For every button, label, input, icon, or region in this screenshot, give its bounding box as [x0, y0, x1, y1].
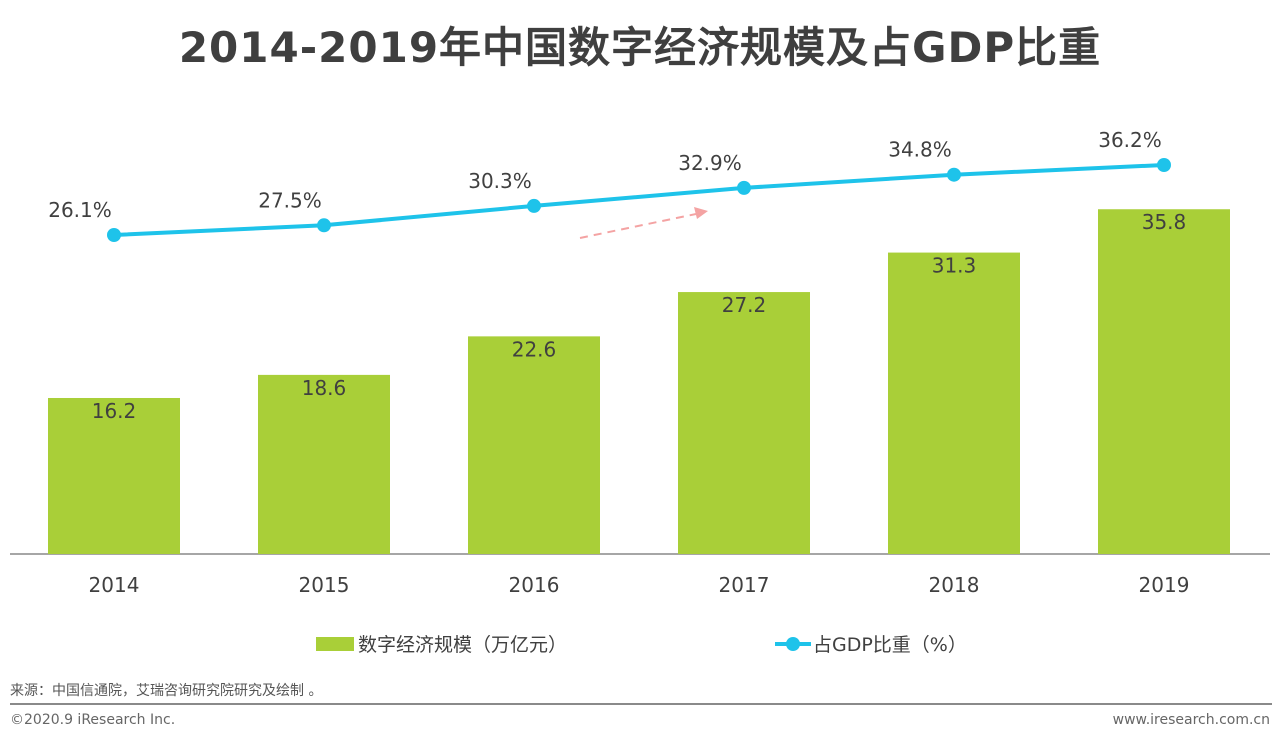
x-tick-label: 2019	[1139, 573, 1190, 597]
line-point	[1157, 158, 1171, 173]
legend-item-bar: 数字经济规模（万亿元）	[316, 630, 567, 657]
bar-data-label: 27.2	[722, 293, 767, 317]
bar	[258, 374, 390, 554]
bar-data-label: 35.8	[1142, 210, 1187, 234]
line-data-label: 30.3%	[468, 169, 532, 193]
line-data-label: 36.2%	[1098, 128, 1162, 152]
bar	[48, 397, 180, 554]
x-tick-label: 2014	[89, 573, 140, 597]
legend-bar-swatch	[316, 636, 354, 651]
line-point	[527, 198, 541, 213]
legend-item-line: 占GDP比重（%）	[773, 630, 967, 657]
legend-bar-label: 数字经济规模（万亿元）	[358, 634, 568, 656]
line-data-label: 32.9%	[678, 151, 742, 175]
line-point	[317, 218, 331, 233]
source-note: 来源：中国信通院，艾瑞咨询研究院研究及绘制 。	[10, 683, 323, 699]
legend-line-label: 占GDP比重（%）	[813, 634, 967, 656]
website-link[interactable]: www.iresearch.com.cn	[1112, 712, 1270, 728]
legend-line-swatch	[775, 636, 811, 651]
bar-data-label: 18.6	[302, 376, 347, 400]
line-point	[737, 180, 751, 195]
chart-plot: 16.2 2014 18.6 2015 22.6 2016 27.2 2017 31.3 2018…	[10, 128, 1270, 597]
line-point	[107, 228, 121, 242]
x-tick-label: 2016	[509, 573, 560, 597]
trend-arrow-line	[579, 213, 697, 239]
line-point	[947, 167, 961, 182]
chart-title: 2014-2019年中国数字经济规模及占GDP比重	[178, 23, 1102, 72]
line-data-label: 26.1%	[48, 198, 112, 222]
line-data-label: 34.8%	[888, 138, 952, 162]
line-data-label: 27.5%	[258, 188, 322, 212]
bar	[678, 292, 810, 554]
x-tick-label: 2015	[299, 573, 350, 597]
bar-data-label: 31.3	[932, 254, 977, 278]
bar-data-label: 22.6	[512, 337, 557, 361]
x-tick-label: 2017	[719, 573, 770, 597]
bar-data-label: 16.2	[92, 399, 137, 423]
bar	[888, 252, 1020, 554]
bar	[1098, 209, 1230, 554]
trend-arrow-head	[694, 207, 708, 219]
footer-divider	[10, 703, 1272, 705]
bar	[468, 336, 600, 554]
copyright: ©2020.9 iResearch Inc.	[10, 712, 176, 728]
gdp-share-line	[113, 163, 1165, 237]
x-tick-label: 2018	[929, 573, 980, 597]
